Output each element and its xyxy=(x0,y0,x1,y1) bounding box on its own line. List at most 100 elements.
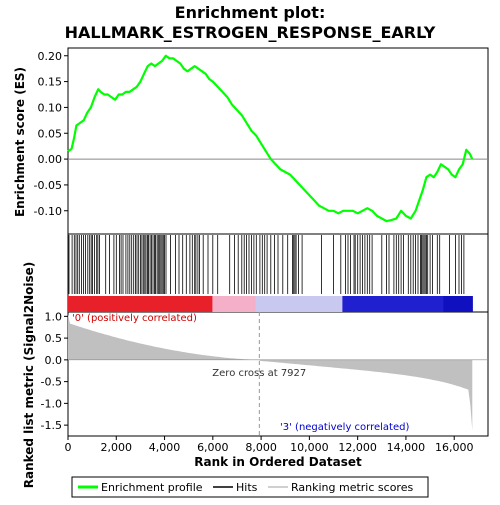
color-bar-segment xyxy=(275,296,281,312)
color-bar-segment xyxy=(308,296,315,312)
color-bar-segment xyxy=(347,296,353,312)
chart-title-line2: HALLMARK_ESTROGEN_RESPONSE_EARLY xyxy=(65,23,436,42)
color-bar-segment xyxy=(419,296,425,312)
color-bar-segment xyxy=(457,296,464,312)
legend-label-profile: Enrichment profile xyxy=(101,481,203,494)
color-bar-segment xyxy=(173,296,180,312)
x-tick-label: 4,000 xyxy=(149,441,181,454)
color-bar-segment xyxy=(429,296,435,312)
chart-title-line1: Enrichment plot: xyxy=(175,3,326,22)
ranking-metric-area xyxy=(68,314,473,431)
color-bar-segment xyxy=(145,296,151,312)
metric-layer xyxy=(68,312,488,436)
enrichment-profile-line xyxy=(67,54,474,223)
x-tick-label: 2,000 xyxy=(101,441,133,454)
color-bar-segment xyxy=(178,296,185,312)
color-bar-segment xyxy=(149,296,156,312)
color-bar-segment xyxy=(193,296,199,312)
color-bar-segment xyxy=(400,296,406,312)
x-tick-label: 16,000 xyxy=(435,441,474,454)
color-bar-segment xyxy=(380,296,387,312)
color-bar-segment xyxy=(385,296,392,312)
color-bar-segment xyxy=(92,296,98,312)
es-layer xyxy=(67,54,488,223)
x-axis-label: Rank in Ordered Dataset xyxy=(194,455,362,469)
color-bar-segment xyxy=(395,296,401,312)
metric-tick-label: -1.0 xyxy=(41,397,62,410)
color-bar-segment xyxy=(188,296,194,312)
color-bar-segment xyxy=(453,296,459,312)
color-bar-segment xyxy=(303,296,310,312)
color-bar-segment xyxy=(294,296,300,312)
legend-label-hits: Hits xyxy=(236,481,258,494)
color-bar-segment xyxy=(169,296,175,312)
color-bar-segment xyxy=(140,296,146,312)
color-bar-segment xyxy=(212,296,218,312)
color-bar-segment xyxy=(246,296,252,312)
es-axis-label: Enrichment score (ES) xyxy=(13,67,27,217)
color-bar-segment xyxy=(241,296,247,312)
color-bar-segment xyxy=(82,296,88,312)
x-tick-label: 12,000 xyxy=(338,441,377,454)
color-bar-segment xyxy=(111,296,117,312)
color-bar-segment xyxy=(236,296,242,312)
metric-tick-label: 0.5 xyxy=(45,332,63,345)
color-bar-segment xyxy=(198,296,204,312)
color-bar-segment xyxy=(366,296,372,312)
color-bar-segment xyxy=(409,296,416,312)
color-bar-segment xyxy=(289,296,295,312)
positive-correlation-label: '0' (positively correlated) xyxy=(72,313,197,324)
color-bar-segment xyxy=(260,296,266,312)
color-bar-segment xyxy=(202,296,209,312)
es-tick-label: 0.05 xyxy=(38,127,63,140)
color-bar-segment xyxy=(371,296,377,312)
color-bar-segment xyxy=(332,296,339,312)
color-bar-segment xyxy=(96,296,103,312)
color-bar-segment xyxy=(72,296,79,312)
color-bar-segment xyxy=(183,296,189,312)
color-bar-segment xyxy=(313,296,319,312)
color-bar-segment xyxy=(164,296,170,312)
color-bar-segment xyxy=(352,296,358,312)
color-bar-segment xyxy=(120,296,127,312)
color-bar-segment xyxy=(116,296,122,312)
color-bar-segment xyxy=(342,296,348,312)
hits-layer xyxy=(68,235,465,294)
x-tick-label: 8,000 xyxy=(245,441,277,454)
es-tick-label: -0.05 xyxy=(34,179,62,192)
color-bar-segment xyxy=(424,296,430,312)
metric-tick-label: -1.5 xyxy=(41,419,62,432)
color-bar-segment xyxy=(135,296,141,312)
color-bar-segment xyxy=(217,296,223,312)
metric-axis-label: Ranked list metric (Signal2Noise) xyxy=(22,262,36,489)
color-bar-segment xyxy=(448,296,454,312)
metric-tick-label: 1.0 xyxy=(45,310,63,323)
x-tick-label: 10,000 xyxy=(290,441,329,454)
color-bar-segment xyxy=(284,296,290,312)
color-bar-segment xyxy=(101,296,108,312)
negative-correlation-label: '3' (negatively correlated) xyxy=(280,422,409,433)
legend-label-metric: Ranking metric scores xyxy=(291,481,413,494)
color-bar-segment xyxy=(231,296,237,312)
color-bar-segment xyxy=(255,296,262,312)
color-bar-segment xyxy=(87,296,93,312)
color-bar-segment xyxy=(390,296,396,312)
x-tick-label: 6,000 xyxy=(197,441,229,454)
metric-tick-label: 0.0 xyxy=(45,354,63,367)
color-bar-segment xyxy=(323,296,329,312)
color-bar-segment xyxy=(376,296,382,312)
color-bar-segment xyxy=(337,296,343,312)
color-bar-segment xyxy=(125,296,132,312)
es-tick-label: 0.00 xyxy=(38,153,63,166)
color-bar-segment xyxy=(154,296,160,312)
correlation-color-bar xyxy=(68,296,473,312)
color-bar-segment xyxy=(414,296,420,312)
zero-cross-label: Zero cross at 7927 xyxy=(212,368,306,379)
color-bar-segment xyxy=(318,296,324,312)
color-bar-segment xyxy=(462,296,469,312)
metric-tick-label: -0.5 xyxy=(41,376,62,389)
color-bar-segment xyxy=(327,296,334,312)
color-bar-segment xyxy=(106,296,112,312)
